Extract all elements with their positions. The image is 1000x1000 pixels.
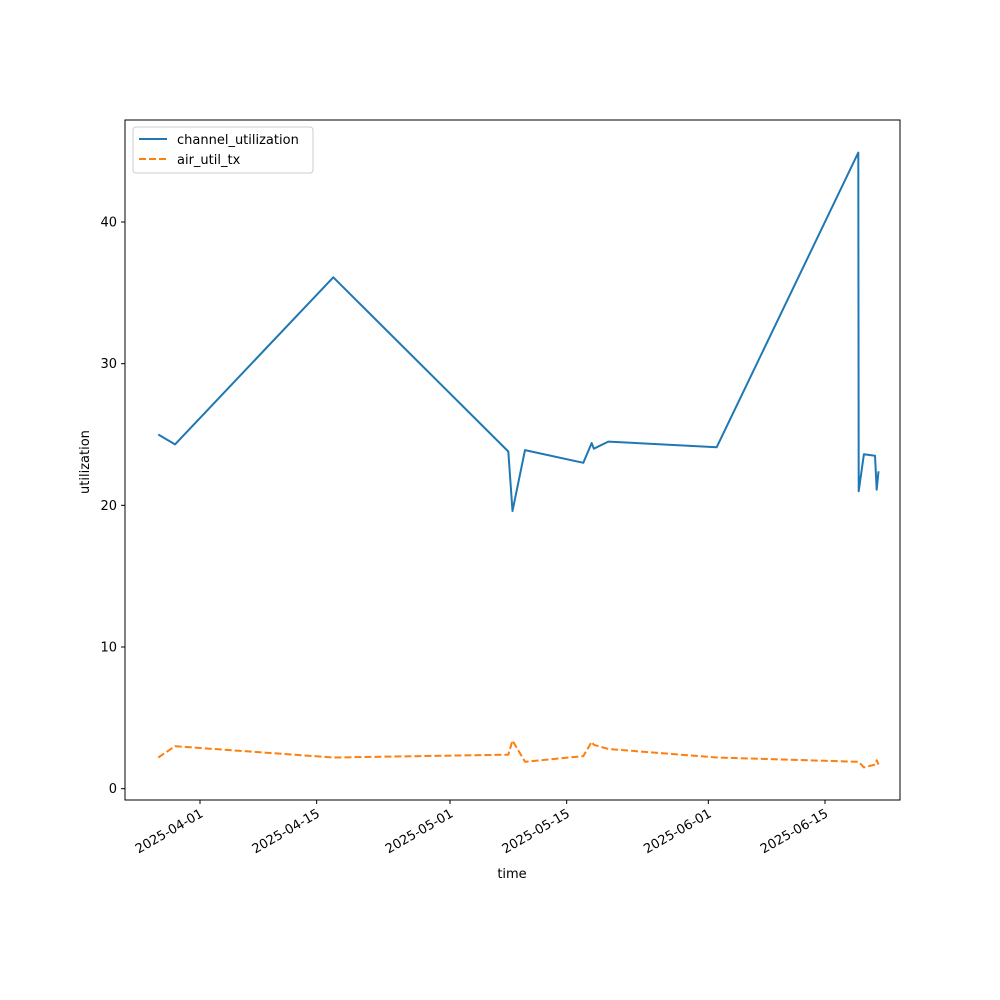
y-tick-label: 20 (100, 499, 117, 514)
y-tick-label: 10 (100, 641, 117, 656)
y-axis-label: utilization (78, 430, 93, 494)
x-axis-label: time (497, 867, 526, 882)
series-layer (157, 151, 880, 769)
series-line-channel-utilization (157, 151, 880, 512)
y-tick-label: 40 (100, 216, 117, 231)
series-line-air-util-tx (157, 739, 880, 769)
plot-area-frame (124, 119, 901, 801)
legend-label: air_util_tx (177, 153, 241, 168)
y-tick-label: 30 (100, 357, 117, 372)
legend-box (132, 126, 314, 174)
legend: channel_utilization air_util_tx (132, 126, 314, 174)
y-tick-label: 0 (109, 782, 117, 797)
y-axis: 0 10 20 30 40 (100, 216, 125, 797)
legend-label: channel_utilization (177, 133, 299, 148)
